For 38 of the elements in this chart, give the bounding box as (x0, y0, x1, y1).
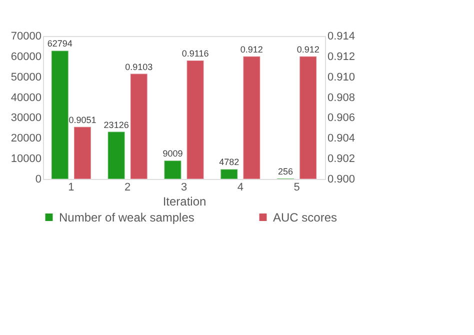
y-tick-label: 30000 (10, 112, 42, 124)
y-tick-label: 70000 (10, 30, 42, 42)
y-tick-label: 10000 (10, 153, 42, 166)
bar (164, 160, 182, 180)
x-tick-label: 3 (180, 182, 188, 194)
y2-tick-label: 0.910 (328, 71, 356, 84)
y-tick-label: 0 (35, 174, 42, 186)
legend-label: AUC scores (273, 210, 338, 224)
bar (50, 50, 69, 180)
y2-tick-label: 0.912 (328, 50, 356, 63)
x-tick-label: 5 (294, 182, 300, 194)
data-label: 23126 (104, 120, 129, 130)
data-label: 0.9051 (68, 114, 96, 125)
x-tick-label: 4 (237, 182, 244, 194)
data-label: 0.912 (240, 44, 263, 54)
y2-tick-label: 0.914 (328, 30, 356, 42)
bar (107, 131, 126, 180)
y2-tick-label: 0.902 (328, 153, 356, 166)
data-label: 62794 (47, 38, 72, 49)
y2-tick-label: 0.904 (328, 132, 356, 145)
bar (220, 168, 238, 180)
legend-label: Number of weak samples (59, 210, 194, 224)
data-label: 0.912 (296, 44, 320, 54)
data-label: 0.9103 (125, 62, 153, 72)
data-label: 0.9116 (182, 48, 209, 59)
y2-tick-label: 0.906 (328, 112, 356, 124)
data-label: 4782 (219, 157, 240, 168)
y-tick-label: 40000 (10, 92, 42, 104)
y-tick-label: 20000 (10, 132, 42, 145)
y2-tick-label: 0.908 (328, 92, 356, 104)
data-label: 9009 (162, 148, 183, 159)
x-axis-title: Iteration (162, 194, 206, 208)
y2-tick-label: 0.900 (328, 174, 356, 186)
y-tick-label: 50000 (10, 71, 42, 84)
x-tick-label: 1 (68, 182, 74, 194)
y-tick-label: 60000 (10, 50, 42, 63)
x-tick-label: 2 (124, 182, 131, 194)
data-label: 256 (278, 166, 294, 176)
